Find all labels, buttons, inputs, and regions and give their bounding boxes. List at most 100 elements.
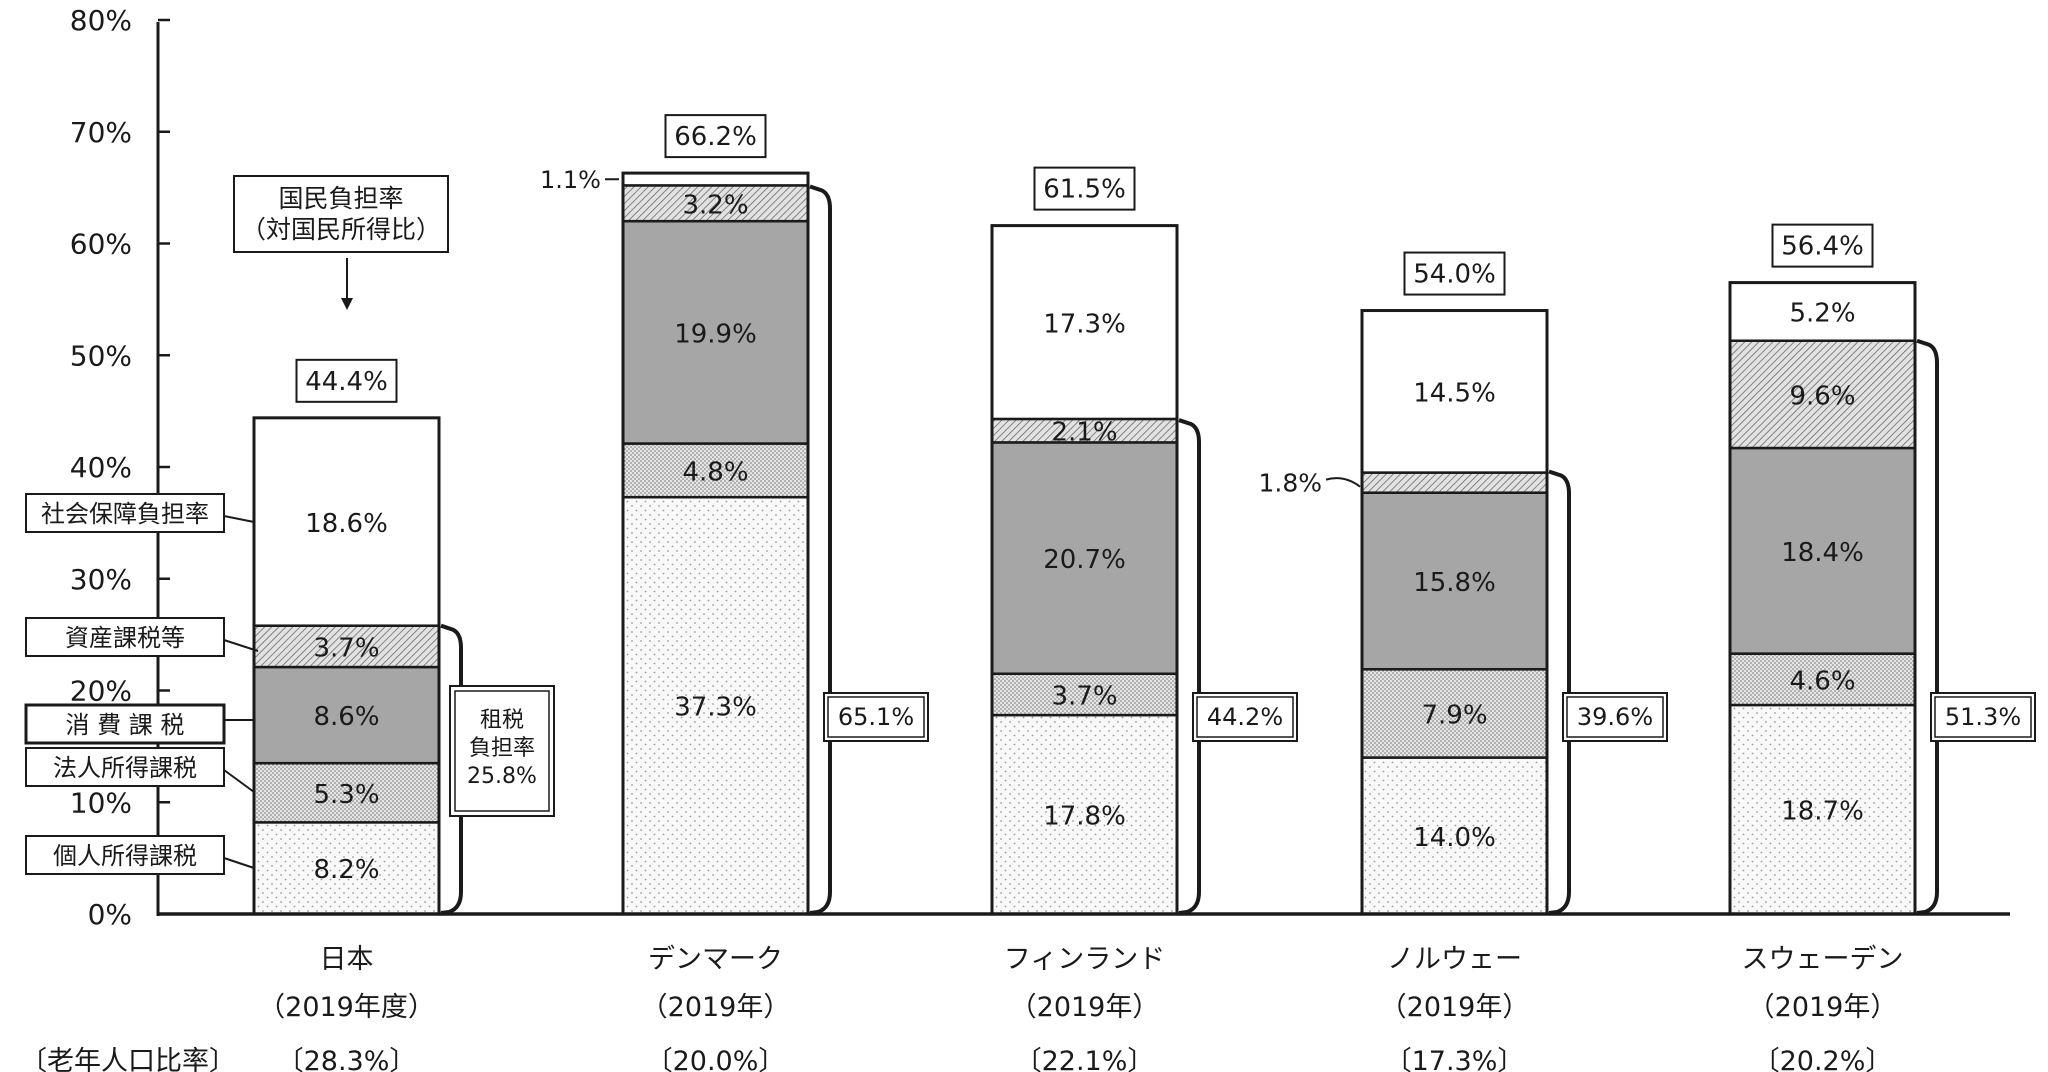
legend-corporate-tax-label: 法人所得課税 [53,754,197,782]
y-tick-label: 0% [88,898,132,931]
category-label: フィンランド [1004,944,1165,975]
bar-segment-social-security [1360,309,1549,474]
category-year-label: （2019年度） [258,992,435,1023]
legend-asset-tax-label: 資産課税等 [65,624,185,652]
y-tick-label: 20% [70,675,132,708]
category-year-label: （2019年） [1010,992,1160,1023]
segment-value-label: 17.8% [1043,802,1126,832]
y-tick-label: 40% [70,451,132,484]
segment-value-label: 3.7% [1051,681,1117,711]
y-tick-label: 70% [70,116,132,149]
y-ticks: 0% 10% 20% 30% 40% 50% 60% 70% 80% [70,4,170,931]
total-label: 66.2% [674,122,757,152]
bars: 8.2% 5.3% 8.6% 3.7% 18.6% 44.4% 37.3% 4.8% 19.9%… [252,114,2036,916]
x-labels: 日本 （2019年度） 〔28.3%〕 デンマーク （2019年） 〔20.0%〕 フィンラ… [258,944,1903,1072]
tax-rate-box-inner [1566,696,1664,738]
y-tick-label: 10% [70,786,132,819]
burden-title-line2: （対国民所得比） [241,215,441,244]
segment-value-label: 14.5% [1413,379,1496,409]
segment-value-label: 8.6% [313,702,379,732]
bar-group: 18.7% 4.6% 18.4% 9.6% 5.2% 56.4% 51.3% [1728,223,2036,916]
tax-rate-label: 44.2% [1207,703,1283,731]
bar-segment-asset-tax [1728,339,1917,450]
tax-rate-box-inner [827,696,925,738]
segment-value-label: 15.8% [1413,568,1496,598]
segment-value-label: 9.6% [1789,381,1855,411]
segment-value-label: 3.7% [313,633,379,663]
elderly-ratio-value: 〔22.1%〕 [1015,1046,1155,1072]
segment-value-label: 20.7% [1043,545,1126,575]
legend-consumption-tax-label: 消 費 課 税 [66,711,185,739]
elderly-ratio-value: 〔28.3%〕 [277,1046,417,1072]
bar-segment-consumption-tax [1360,491,1549,671]
segment-value-label: 2.1% [1051,418,1117,448]
bar-group: 37.3% 4.8% 19.9% 3.2% 1.1% 66.2% 65.1% [540,114,929,916]
tax-title-line1: 租税 [480,708,524,733]
tax-rate-label: 65.1% [838,703,914,731]
segment-value-label: 18.6% [305,509,388,539]
segment-value-label: 5.3% [313,780,379,810]
total-label: 44.4% [305,367,388,397]
total-label: 56.4% [1781,232,1864,262]
segment-value-label: 5.2% [1789,299,1855,329]
segment-value-label: 14.0% [1413,823,1496,853]
category-year-label: （2019年） [1748,992,1898,1023]
burden-title-line1: 国民負担率 [278,184,403,213]
tax-rate-box-inner [1934,696,2032,738]
tax-bracket [1916,338,1939,915]
segment-value-label: 37.3% [674,693,757,723]
legend-consumption-tax: 消 費 課 税 [24,703,254,745]
legend-social-security-label: 社会保障負担率 [41,500,209,528]
tax-rate-label: 39.6% [1577,703,1653,731]
total-label: 61.5% [1043,175,1126,205]
bar-segment-consumption-tax [1728,446,1917,655]
bar-segment-asset-tax [1360,471,1549,494]
tax-rate-callout: 租税 負担率 25.8% [449,685,555,817]
legend-corporate-tax: 法人所得課税 [25,747,255,793]
total-box [1771,223,1874,268]
tax-rate-box [1192,692,1298,742]
segment-value-label: 4.8% [682,457,748,487]
y-tick-label: 50% [70,339,132,372]
tax-bracket [1178,418,1201,915]
legend-personal-tax-label: 個人所得課税 [53,842,197,870]
y-tick-label: 30% [70,563,132,596]
tax-rate-box [823,692,929,742]
total-box [1403,251,1506,296]
elderly-ratio-value: 〔20.0%〕 [646,1046,786,1072]
burden-rate-callout: 国民負担率 （対国民所得比） [233,175,449,310]
segment-value-label: 18.4% [1781,538,1864,568]
leader-line [1325,477,1361,488]
bar-segment-personal-tax [1728,703,1917,916]
segment-value-label: 7.9% [1421,700,1487,730]
segment-value-label: 18.7% [1781,797,1864,827]
bar-group: 8.2% 5.3% 8.6% 3.7% 18.6% 44.4% [252,358,463,916]
category-year-label: （2019年） [1380,992,1530,1023]
bar-segment-social-security [621,171,810,187]
segment-value-label: 4.6% [1789,666,1855,696]
category-year-label: （2019年） [641,992,791,1023]
category-label: ノルウェー [1387,944,1522,975]
category-label: スウェーデン [1742,944,1904,975]
legend-personal-tax: 個人所得課税 [25,835,255,875]
category-label: 日本 [320,944,374,975]
elderly-ratio-value: 〔17.3%〕 [1385,1046,1525,1072]
segment-value-label: 1.8% [1258,469,1322,498]
tax-rate-label: 51.3% [1945,703,2021,731]
segment-value-label: 3.2% [682,190,748,220]
segment-value-label: 8.2% [313,855,379,885]
tax-rate-box-inner [1196,696,1294,738]
legend-asset-tax: 資産課税等 [25,617,259,657]
tax-rate-box [1562,692,1668,742]
elderly-ratio-label: 〔老年人口比率〕 [20,1046,236,1072]
bar-group: 14.0% 7.9% 15.8% 1.8% 14.5% 54.0% 39.6% [1258,251,1668,916]
tax-title-line2: 負担率 [469,736,535,761]
segment-value-label: 19.9% [674,319,757,349]
elderly-ratio-value: 〔20.2%〕 [1753,1046,1893,1072]
bar-segment-social-security [990,224,1179,421]
legend-social-security: 社会保障負担率 [25,493,255,533]
segment-value-label: 17.3% [1043,309,1126,339]
bar-segment-social-security [1728,281,1917,342]
tax-bracket [809,184,832,915]
